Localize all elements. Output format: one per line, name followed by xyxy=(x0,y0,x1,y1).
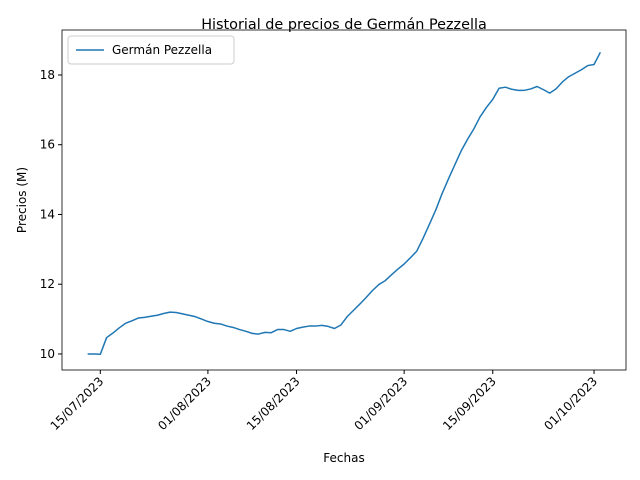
x-tick-label: 15/09/2023 xyxy=(440,374,499,433)
data-line xyxy=(87,51,602,356)
plot-frame xyxy=(61,29,627,371)
legend-box xyxy=(67,35,235,65)
x-tick-label: 01/10/2023 xyxy=(541,374,600,433)
x-axis-label: Fechas xyxy=(323,451,364,465)
y-tick-label: 16 xyxy=(40,138,55,152)
x-tick-label: 01/09/2023 xyxy=(351,374,410,433)
chart-title: Historial de precios de Germán Pezzella xyxy=(201,17,487,33)
legend-label: Germán Pezzella xyxy=(112,43,212,57)
x-tick-label: 01/08/2023 xyxy=(155,374,214,433)
y-tick-label: 14 xyxy=(40,207,55,221)
y-axis-label: Precios (M) xyxy=(15,167,29,233)
y-tick-label: 10 xyxy=(40,347,55,361)
x-tick-label: 15/07/2023 xyxy=(48,374,107,433)
y-tick-label: 12 xyxy=(40,277,55,291)
y-tick-label: 18 xyxy=(40,68,55,82)
x-tick-label: 15/08/2023 xyxy=(244,374,303,433)
